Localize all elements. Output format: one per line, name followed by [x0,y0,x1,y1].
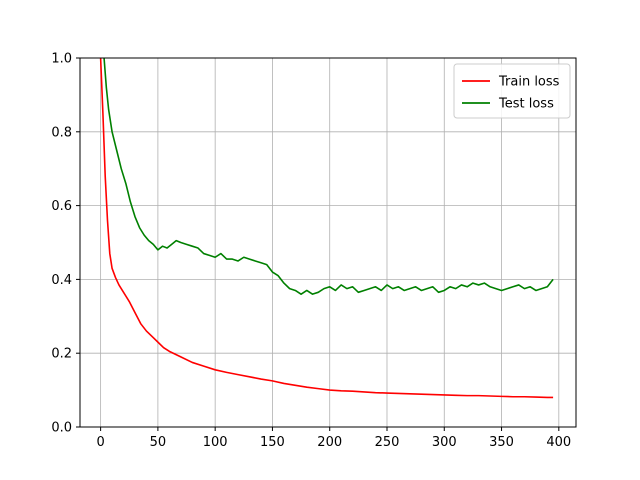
test-loss-line [103,58,554,295]
legend-label-train-loss: Train loss [498,75,560,90]
grid [80,57,576,428]
y-tick-label: 0.2 [51,347,72,362]
x-tick-label: 200 [317,435,342,450]
x-tick-label: 300 [432,435,457,450]
y-tick-label: 0.6 [51,199,72,214]
x-tick-label: 150 [260,435,285,450]
axes: 0 50 100 150 200 250 300 350 400 0.0 0.2 0.4 0.6 0.8 1… [51,52,577,450]
series-lines [99,58,554,399]
train-loss-line [99,58,554,399]
y-tick-label: 0.8 [51,125,72,140]
x-tick-label: 0 [96,435,104,450]
x-tick-label: 350 [489,435,514,450]
y-tick-label: 0.4 [51,273,72,288]
legend: Train loss Test loss [453,63,571,119]
legend-label-test-loss: Test loss [498,97,554,112]
x-tick-label: 400 [546,435,571,450]
x-tick-label: 50 [150,435,167,450]
x-tick-label: 100 [203,435,228,450]
y-tick-label: 0.0 [51,421,72,436]
x-tick-label: 250 [375,435,400,450]
legend-box [453,63,571,119]
plot-frame [79,57,577,428]
y-tick-label: 1.0 [51,52,72,67]
